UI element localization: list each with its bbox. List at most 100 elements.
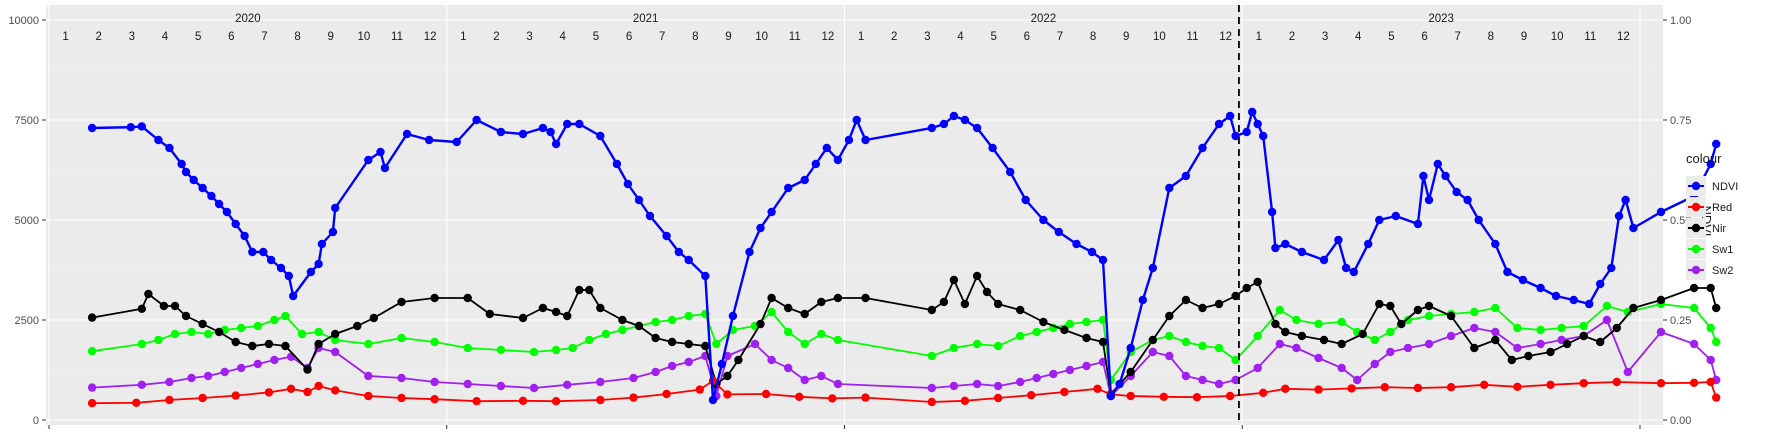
data-point-sw2	[949, 381, 959, 391]
series-ndvi	[87, 107, 1721, 405]
data-point-nir	[684, 339, 693, 349]
data-point-sw1	[684, 311, 693, 321]
data-point-sw1	[1032, 327, 1041, 337]
data-point-sw2	[87, 383, 97, 392]
data-point-nir	[303, 365, 312, 374]
data-point-sw1	[529, 347, 539, 357]
data-point-nir	[1337, 339, 1346, 349]
data-point-sw2	[1198, 375, 1207, 385]
data-point-ndvi	[402, 129, 412, 139]
data-point-nir	[1706, 283, 1715, 293]
data-point-sw2	[972, 379, 982, 389]
month-label: 4	[957, 31, 964, 43]
data-point-sw1	[667, 315, 677, 325]
data-point-red	[1093, 384, 1102, 393]
data-point-ndvi	[1424, 195, 1434, 205]
data-point-sw1	[170, 329, 180, 339]
data-point-nir	[87, 313, 97, 322]
data-point-sw1	[154, 335, 163, 345]
data-point-red	[723, 390, 732, 399]
data-point-red	[132, 398, 141, 407]
data-point-nir	[1629, 303, 1638, 313]
data-point-sw1	[187, 327, 196, 337]
month-label: 5	[195, 31, 201, 43]
data-point-nir	[181, 311, 191, 321]
month-label: 2	[96, 31, 102, 43]
data-point-nir	[353, 321, 362, 331]
data-point-sw2	[1353, 375, 1362, 385]
data-point-sw1	[767, 307, 776, 317]
data-point-red	[1712, 393, 1721, 402]
data-point-red	[1656, 379, 1666, 388]
data-point-sw2	[1623, 367, 1633, 377]
data-point-nir	[960, 299, 970, 309]
data-point-ndvi	[259, 247, 268, 257]
data-point-sw1	[496, 345, 506, 355]
data-point-sw1	[568, 343, 577, 353]
data-point-red	[264, 388, 274, 397]
data-point-red	[331, 386, 340, 395]
data-point-ndvi	[1441, 171, 1450, 181]
data-point-ndvi	[844, 135, 854, 145]
data-point-sw2	[1231, 375, 1240, 385]
data-point-sw1	[87, 347, 97, 356]
data-point-ndvi	[1165, 183, 1174, 193]
month-label: 9	[725, 31, 731, 43]
month-label: 3	[129, 31, 135, 43]
month-label: 9	[1123, 31, 1129, 43]
data-point-sw1	[397, 333, 406, 343]
legend-entry-red: Red	[1686, 197, 1732, 217]
data-point-nir	[1562, 339, 1572, 349]
data-point-red	[1192, 393, 1202, 402]
legend-key-point	[1691, 202, 1701, 212]
month-label: 4	[560, 31, 567, 43]
data-point-sw1	[1386, 327, 1395, 337]
data-point-ndvi	[1138, 295, 1148, 305]
month-label: 11	[1584, 31, 1596, 43]
data-point-sw1	[927, 351, 936, 361]
data-point-sw2	[651, 367, 660, 377]
data-point-ndvi	[1006, 167, 1015, 177]
data-point-ndvi	[1214, 119, 1224, 129]
data-point-ndvi	[1419, 171, 1428, 181]
month-label: 9	[1521, 31, 1527, 43]
data-point-sw1	[1292, 315, 1301, 325]
data-point-ndvi	[472, 115, 481, 125]
data-point-red	[629, 393, 638, 402]
data-point-sw1	[1253, 331, 1262, 341]
data-point-ndvi	[266, 255, 276, 265]
data-point-ndvi	[833, 155, 843, 165]
data-point-ndvi	[1452, 187, 1461, 197]
data-point-sw1	[463, 343, 472, 353]
data-point-ndvi	[612, 159, 622, 169]
data-point-red	[662, 389, 671, 399]
data-point-nir	[1579, 331, 1588, 341]
data-point-ndvi	[214, 199, 224, 209]
data-point-ndvi	[1181, 171, 1191, 181]
data-point-ndvi	[1491, 239, 1500, 249]
data-point-sw1	[993, 341, 1003, 351]
data-point-ndvi	[1021, 195, 1030, 205]
legend-label: Red	[1712, 202, 1732, 214]
data-point-ndvi	[1375, 215, 1384, 225]
legend-entry-sw2: Sw2	[1686, 260, 1733, 280]
legend-key-point	[1691, 265, 1701, 275]
data-point-ndvi	[1098, 255, 1108, 265]
data-point-nir	[982, 287, 992, 297]
data-point-red	[1513, 382, 1522, 391]
data-point-sw2	[767, 355, 776, 365]
data-point-ndvi	[1349, 267, 1359, 277]
data-point-sw2	[397, 373, 406, 383]
series-nir	[87, 271, 1721, 399]
data-point-red	[1225, 391, 1235, 401]
data-point-nir	[1082, 333, 1091, 343]
data-point-nir	[1098, 337, 1108, 347]
left-axis-tick-label: 7500	[15, 115, 39, 127]
month-label: 6	[626, 31, 632, 43]
data-point-sw2	[1049, 369, 1058, 379]
legend: colour NDVI Red Nir Sw1 Sw2	[1686, 151, 1738, 280]
data-point-sw1	[1098, 315, 1108, 325]
data-point-nir	[817, 297, 826, 307]
year-label: 2021	[633, 13, 659, 25]
